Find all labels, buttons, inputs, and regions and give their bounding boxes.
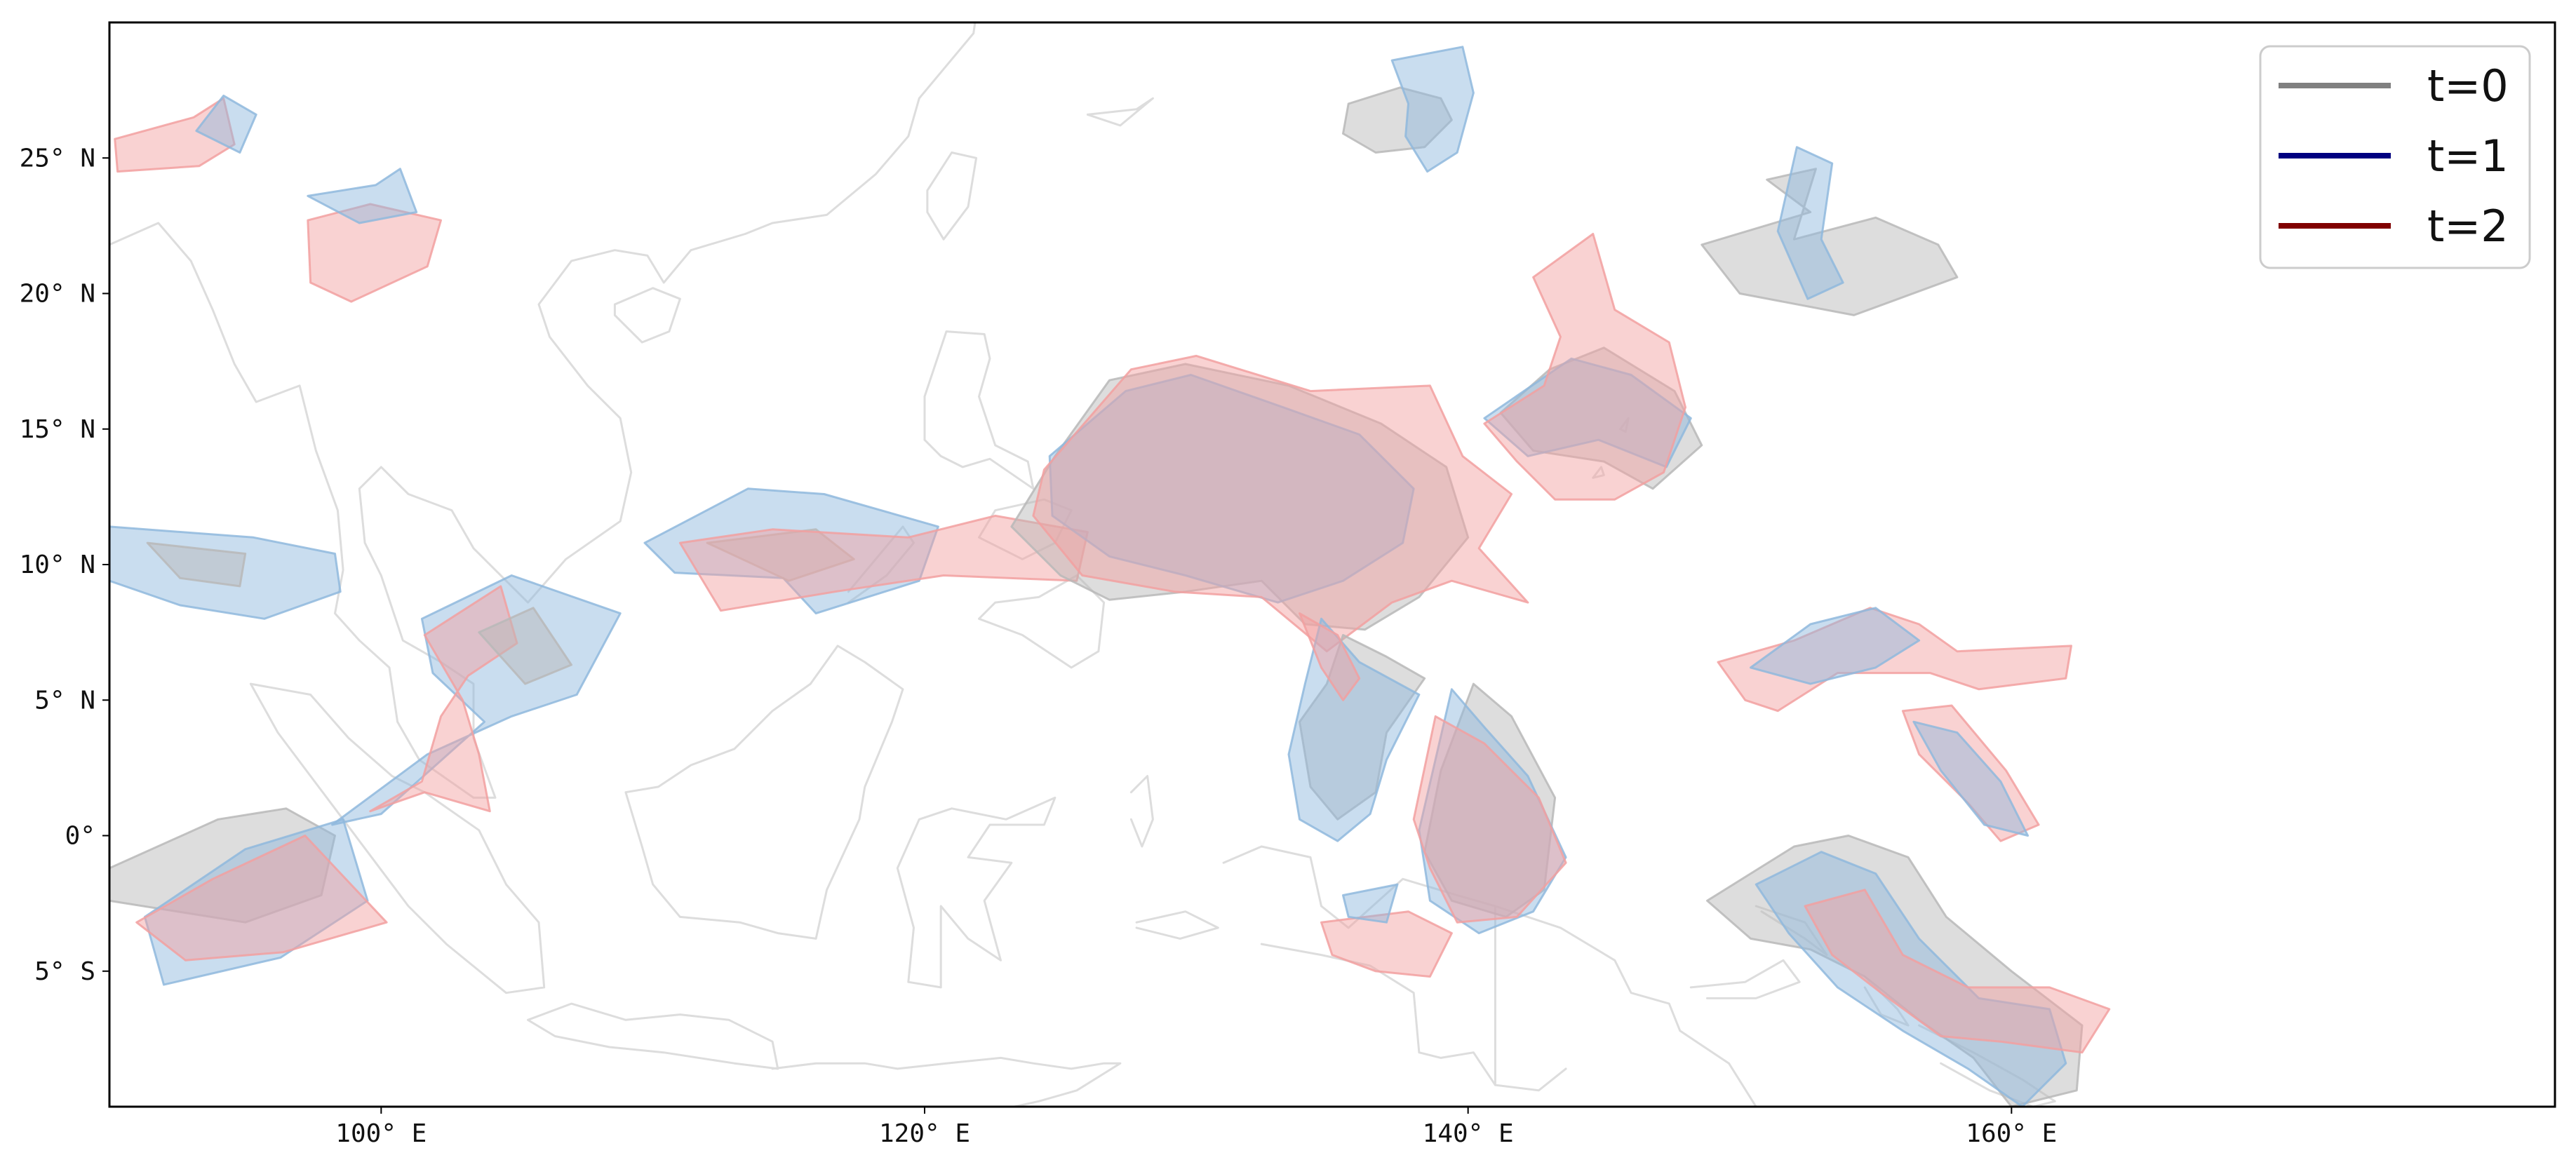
legend-box bbox=[2259, 45, 2531, 269]
legend-label: t=0 bbox=[2427, 60, 2509, 112]
cloud-cluster-t1 bbox=[1390, 46, 1475, 173]
cloud-cluster-t2 bbox=[1032, 354, 1529, 653]
cloud-cluster-t2 bbox=[135, 835, 388, 962]
map-plot-area bbox=[109, 22, 2111, 1107]
legend-label: t=1 bbox=[2427, 130, 2509, 182]
cloud-cluster-t1 bbox=[331, 574, 622, 826]
coastline bbox=[109, 22, 977, 799]
cloud-cluster-t2 bbox=[307, 203, 442, 303]
coastline bbox=[1863, 976, 1910, 1027]
coastline bbox=[978, 498, 1073, 560]
cloud-cluster-t0 bbox=[146, 541, 247, 588]
coastline bbox=[896, 796, 1056, 989]
cloud-cluster-t0 bbox=[1010, 363, 1470, 631]
coastline bbox=[249, 682, 546, 994]
cloud-cluster-t1 bbox=[643, 487, 939, 615]
coastline bbox=[1619, 417, 1630, 433]
cloud-cluster-t2 bbox=[1299, 612, 1361, 701]
cloud-cluster-t0 bbox=[1700, 168, 1959, 316]
coastline bbox=[978, 574, 1106, 669]
coastline bbox=[1129, 775, 1154, 848]
cloud-cluster-t1 bbox=[1483, 357, 1692, 468]
coastline bbox=[1135, 910, 1219, 940]
coastline bbox=[771, 1056, 1122, 1107]
x-tick-label: 120° E bbox=[879, 1119, 970, 1148]
y-tick-label: 15° N bbox=[20, 415, 95, 444]
cloud-cluster-t2 bbox=[678, 514, 1089, 612]
coastline bbox=[527, 1002, 779, 1070]
cloud-cluster-t1 bbox=[195, 94, 257, 154]
coastline bbox=[613, 287, 681, 344]
legend-label: t=2 bbox=[2427, 201, 2509, 252]
cloud-cluster-t2 bbox=[114, 97, 236, 173]
cloud-cluster-t1 bbox=[1342, 883, 1399, 924]
cloud-cluster-t1 bbox=[1048, 374, 1415, 604]
x-tick-label: 100° E bbox=[335, 1119, 427, 1148]
y-tick-label: 5° N bbox=[34, 686, 95, 715]
legend: t=0 t=1 t=2 bbox=[2259, 45, 2531, 269]
coastline bbox=[1592, 466, 1605, 479]
y-tick-label: 25° N bbox=[20, 144, 95, 173]
cloud-cluster-t2 bbox=[1804, 889, 2111, 1054]
cloud-cluster-t1 bbox=[1750, 607, 1921, 685]
cloud-cluster-t0 bbox=[1706, 835, 2084, 1107]
x-tick-label: 160° E bbox=[1966, 1119, 2057, 1148]
cloud-cluster-t2 bbox=[1717, 607, 2072, 713]
coastline bbox=[923, 330, 1035, 490]
cloud-cluster-t1 bbox=[1755, 851, 2067, 1107]
cloud-cluster-t0 bbox=[1342, 86, 1453, 154]
cloud-cluster-t1 bbox=[1912, 720, 2030, 837]
cloud-cluster-t1 bbox=[1418, 688, 1567, 935]
coastline bbox=[926, 151, 978, 241]
cloud-cluster-t1 bbox=[1776, 146, 1844, 300]
cloud-cluster-t2 bbox=[369, 585, 518, 813]
y-tick-label: 10° N bbox=[20, 551, 95, 579]
cloud-cluster-layer bbox=[109, 46, 2111, 1107]
coastline bbox=[847, 525, 915, 604]
cloud-cluster-t1 bbox=[1287, 617, 1421, 842]
coastline bbox=[624, 645, 904, 940]
coastline bbox=[1689, 959, 1801, 999]
coastline bbox=[1918, 1024, 2056, 1107]
cloud-cluster-t0 bbox=[706, 528, 855, 582]
cloud-cluster-t2 bbox=[1412, 715, 1567, 924]
cloud-cluster-t1 bbox=[307, 168, 418, 224]
cloud-cluster-t0 bbox=[478, 607, 572, 685]
coastline bbox=[1086, 97, 1154, 127]
y-tick-label: 20° N bbox=[20, 280, 95, 309]
x-tick-label: 140° E bbox=[1423, 1119, 1514, 1148]
cloud-cluster-t2 bbox=[1320, 910, 1453, 978]
y-tick-label: 0° bbox=[65, 822, 95, 851]
y-tick-label: 5° S bbox=[34, 957, 95, 986]
coastline bbox=[1755, 905, 1828, 957]
cloud-cluster-t1 bbox=[109, 525, 342, 620]
cloud-cluster-t2 bbox=[1483, 233, 1686, 501]
axis-ticks: 100° E 120° E 140° E 160° E 25° N 20° N 15° N 1… bbox=[20, 144, 2058, 1148]
coastline-layer bbox=[109, 22, 2056, 1107]
